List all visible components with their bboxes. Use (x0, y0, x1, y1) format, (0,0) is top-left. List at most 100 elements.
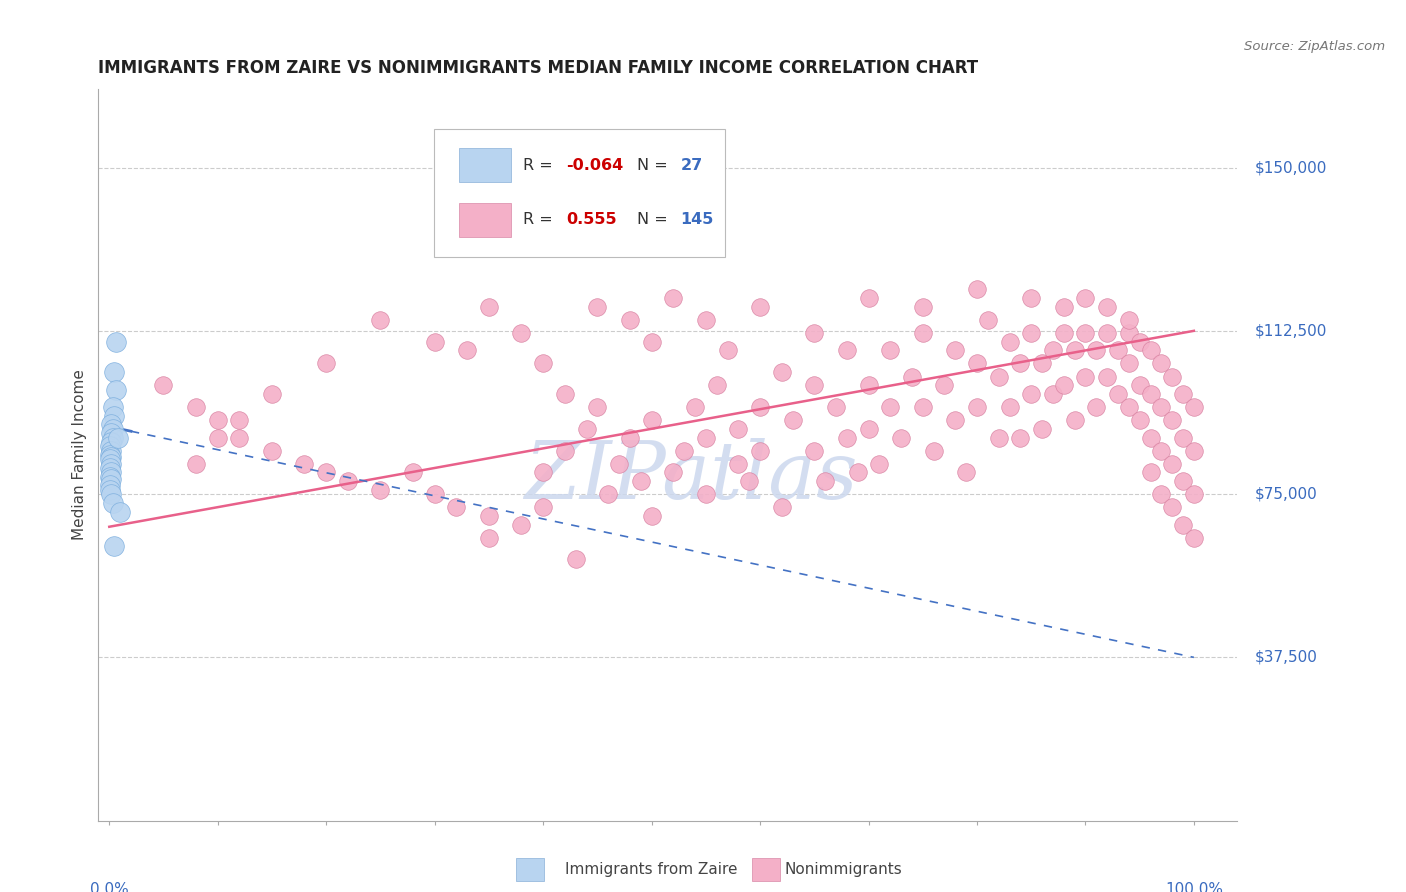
Point (103, 409, 125, 423)
Point (1019, 387, 1042, 401)
Point (727, 457, 749, 471)
Point (846, 466, 869, 480)
Point (770, 365, 793, 379)
Text: 0.555: 0.555 (567, 212, 617, 227)
Point (531, 356, 554, 370)
Point (1063, 343, 1085, 358)
Point (1053, 378, 1076, 392)
Point (1182, 400, 1205, 414)
Point (510, 326, 533, 340)
Point (1019, 326, 1042, 340)
Point (858, 378, 880, 392)
Text: R =: R = (523, 212, 558, 227)
Point (1095, 369, 1118, 384)
Point (101, 496, 124, 510)
Point (619, 430, 641, 444)
Point (98, 448, 121, 462)
Text: 145: 145 (681, 212, 714, 227)
Point (998, 334, 1021, 349)
Point (586, 300, 609, 314)
Point (152, 378, 174, 392)
Point (478, 531, 501, 545)
Point (98, 483, 121, 497)
Point (943, 413, 966, 427)
Point (1139, 387, 1161, 401)
Point (1019, 291, 1042, 305)
Point (101, 400, 124, 414)
Point (1150, 443, 1173, 458)
Point (100, 417, 122, 432)
Point (1031, 356, 1053, 370)
Point (478, 300, 501, 314)
Bar (460, 148, 510, 182)
Point (868, 457, 890, 471)
Text: $112,500: $112,500 (1254, 323, 1327, 338)
Point (260, 443, 283, 458)
Point (879, 343, 901, 358)
Point (1107, 343, 1129, 358)
Point (1129, 413, 1152, 427)
Point (749, 300, 772, 314)
Point (1161, 500, 1184, 515)
Point (662, 466, 685, 480)
Point (336, 474, 359, 488)
Point (695, 430, 717, 444)
Point (100, 443, 122, 458)
Point (98, 439, 121, 453)
Point (101, 430, 124, 444)
Point (1129, 378, 1152, 392)
Point (370, 313, 392, 327)
Point (673, 443, 696, 458)
Point (1085, 343, 1108, 358)
Point (803, 443, 825, 458)
Point (1118, 313, 1140, 327)
Point (706, 378, 728, 392)
Point (1150, 356, 1173, 370)
Text: Source: ZipAtlas.com: Source: ZipAtlas.com (1244, 40, 1385, 54)
Text: 0.0%: 0.0% (90, 881, 128, 892)
Point (423, 487, 446, 501)
Point (1171, 474, 1194, 488)
Point (184, 457, 207, 471)
Point (998, 400, 1021, 414)
Point (879, 400, 901, 414)
Point (803, 326, 825, 340)
Point (98, 478, 121, 492)
Point (108, 504, 131, 518)
Point (1161, 369, 1184, 384)
Point (890, 430, 912, 444)
Point (294, 457, 316, 471)
Point (770, 500, 793, 515)
Text: 100.0%: 100.0% (1166, 881, 1223, 892)
Point (1161, 457, 1184, 471)
Point (184, 400, 207, 414)
Point (1042, 387, 1064, 401)
Point (911, 326, 934, 340)
Point (749, 400, 772, 414)
Point (911, 400, 934, 414)
Point (695, 313, 717, 327)
Point (922, 443, 945, 458)
Point (803, 378, 825, 392)
Point (955, 466, 977, 480)
Point (1085, 400, 1108, 414)
Point (662, 291, 685, 305)
Point (586, 400, 609, 414)
Point (228, 413, 250, 427)
Point (100, 457, 122, 471)
Point (1182, 487, 1205, 501)
Point (98, 452, 121, 467)
Point (695, 487, 717, 501)
Point (1171, 387, 1194, 401)
Point (103, 365, 125, 379)
Point (575, 422, 598, 436)
Point (977, 313, 1000, 327)
Point (738, 474, 761, 488)
Point (1053, 326, 1076, 340)
Text: 27: 27 (681, 158, 703, 172)
Bar (460, 202, 510, 236)
Point (101, 422, 124, 436)
Point (531, 500, 554, 515)
Point (1031, 422, 1053, 436)
Point (598, 487, 620, 501)
